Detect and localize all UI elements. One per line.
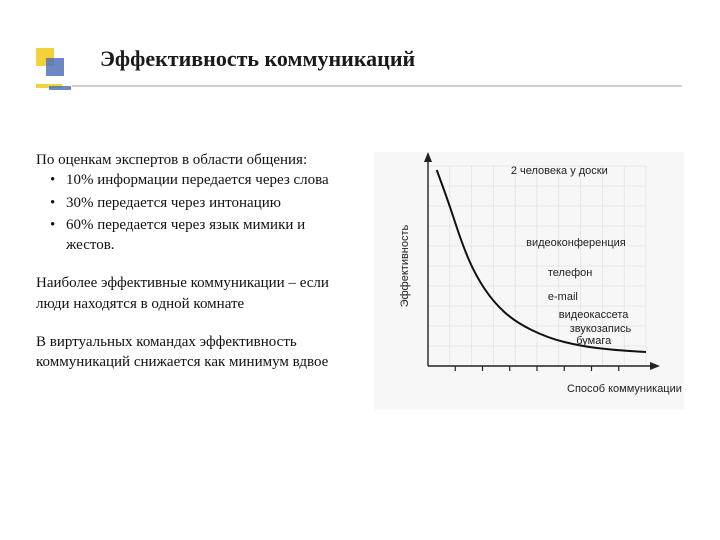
svg-text:2 человека у доски: 2 человека у доски (511, 165, 608, 177)
list-item: 10% информации передается через слова (50, 170, 346, 190)
svg-text:видеоконференция: видеоконференция (526, 237, 626, 249)
svg-text:звукозапись: звукозапись (570, 323, 632, 335)
svg-text:телефон: телефон (548, 267, 592, 279)
svg-text:e-mail: e-mail (548, 291, 578, 303)
title-underline (0, 84, 720, 88)
paragraph-2: Наиболее эффективные коммуникации – если… (36, 273, 346, 314)
page-title: Эффективность коммуникаций (100, 46, 415, 72)
effectiveness-chart: Способ коммуникации Эффективность 2 челове… (374, 152, 684, 410)
bullet-list: 10% информации передается через слова 30… (36, 170, 346, 255)
svg-text:видеокассета: видеокассета (559, 309, 629, 321)
body-text: По оценкам экспертов в области общения: … (36, 150, 346, 390)
svg-text:Способ коммуникации: Способ коммуникации (567, 383, 682, 395)
svg-text:бумага: бумага (576, 335, 612, 347)
logo-square-blue (46, 58, 64, 76)
logo-block (36, 48, 66, 78)
svg-text:Эффективность: Эффективность (399, 224, 411, 307)
list-item: 30% передается через интонацию (50, 193, 346, 213)
intro-line: По оценкам экспертов в области общения: (36, 150, 346, 170)
paragraph-3: В виртуальных командах эффективность ком… (36, 332, 346, 373)
list-item: 60% передается через язык мимики и жесто… (50, 215, 346, 256)
